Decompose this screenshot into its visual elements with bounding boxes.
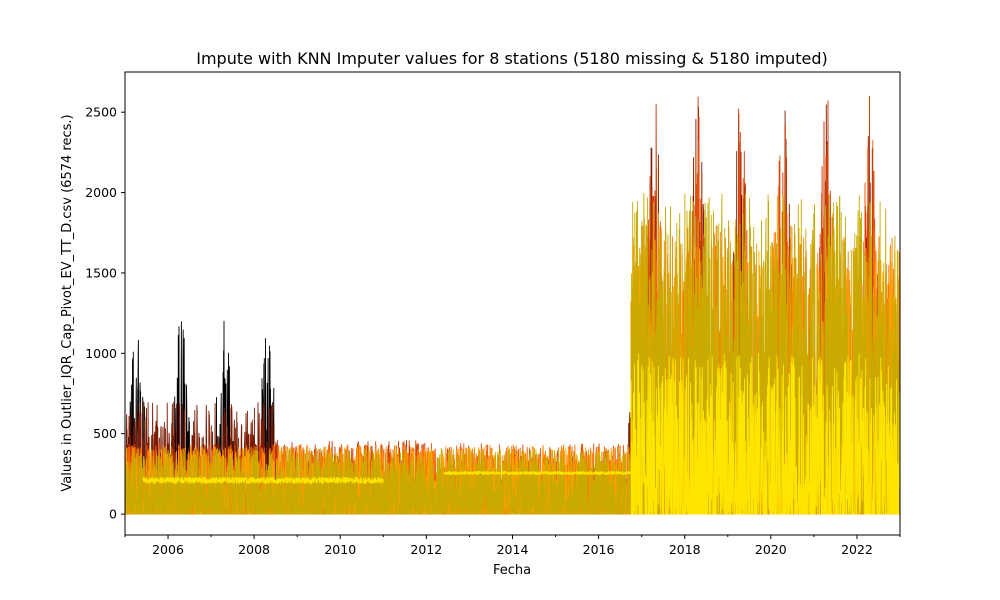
x-axis-label: Fecha [493,563,531,578]
x-tick-label: 2018 [669,542,701,557]
y-tick-label: 2500 [85,105,117,120]
x-tick-label: 2006 [152,542,184,557]
chart-title: Impute with KNN Imputer values for 8 sta… [196,49,827,68]
x-axis: 2006 2008 2010 2012 2014 2016 2018 2020 2022 [124,535,901,557]
series-line-8 [142,352,900,515]
y-axis: 0 500 1000 1500 2000 2500 [85,105,125,522]
x-tick-label: 2020 [755,542,787,557]
y-axis-label: Values in Outlier_IQR_Cap_Pivot_EV_TT_D.… [60,114,75,491]
y-tick-label: 1000 [85,346,117,361]
y-tick-label: 2000 [85,185,117,200]
x-tick-label: 2008 [238,542,270,557]
x-tick-label: 2016 [583,542,615,557]
x-tick-label: 2022 [841,542,873,557]
y-tick-label: 1500 [85,265,117,280]
y-tick-label: 0 [109,507,117,522]
x-tick-label: 2014 [497,542,529,557]
x-tick-label: 2012 [410,542,442,557]
y-tick-label: 500 [93,426,117,441]
x-tick-label: 2010 [324,542,356,557]
series-layer [125,95,900,515]
